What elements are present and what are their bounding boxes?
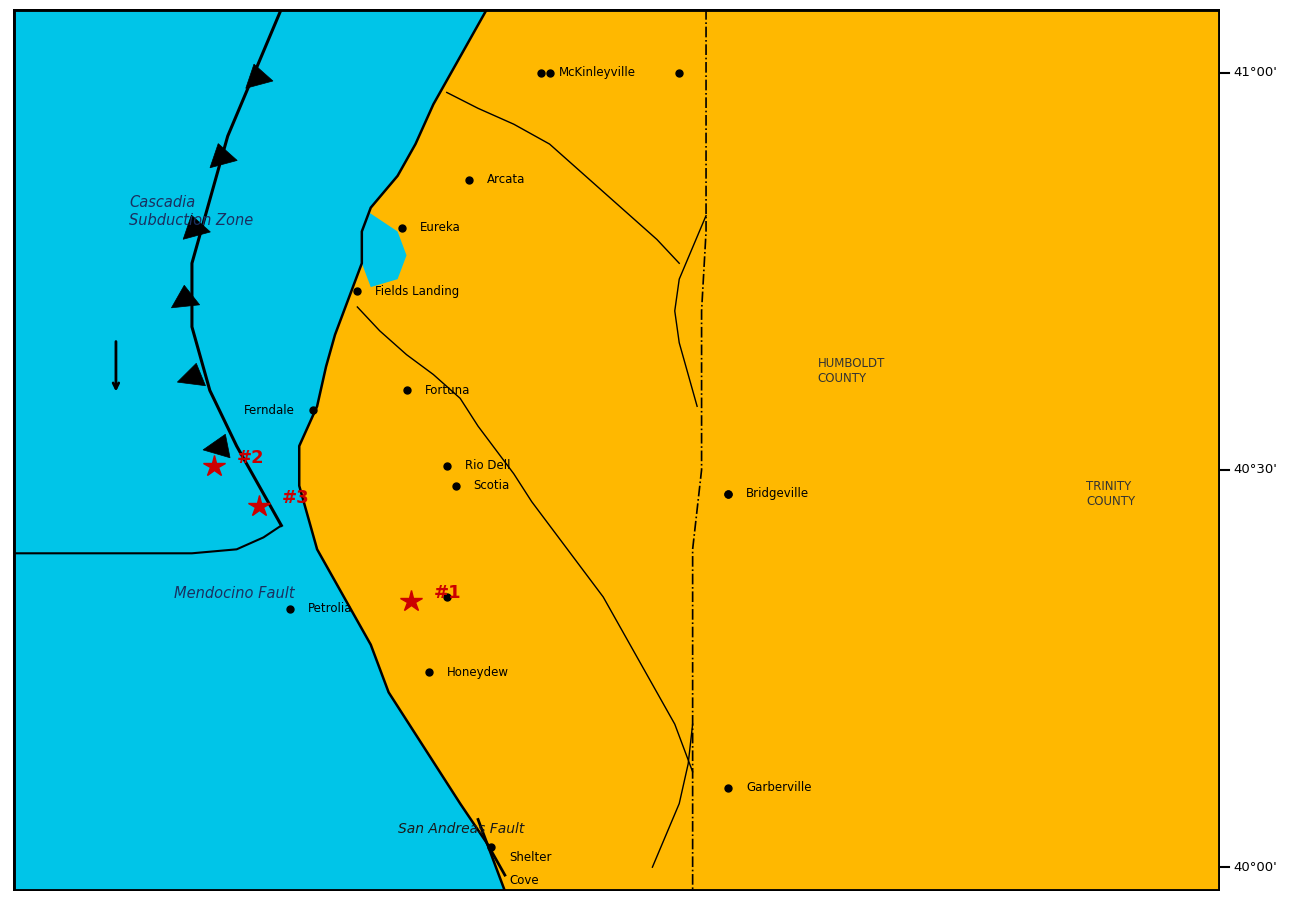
Polygon shape — [210, 144, 237, 167]
Text: Rio Dell: Rio Dell — [464, 459, 510, 472]
Text: Bridgeville: Bridgeville — [747, 487, 810, 500]
Polygon shape — [203, 435, 230, 458]
Text: 40°30': 40°30' — [1233, 464, 1278, 476]
Text: 40°00': 40°00' — [1233, 860, 1278, 874]
Polygon shape — [177, 364, 206, 386]
Text: TRINITY
COUNTY: TRINITY COUNTY — [1086, 480, 1135, 508]
Text: Mendocino Fault: Mendocino Fault — [174, 586, 295, 600]
Text: Garberville: Garberville — [747, 781, 812, 794]
Text: Fortuna: Fortuna — [424, 384, 470, 397]
Text: Honeydew: Honeydew — [447, 666, 509, 679]
Text: #1: #1 — [433, 584, 461, 602]
Text: HUMBOLDT
COUNTY: HUMBOLDT COUNTY — [817, 356, 886, 384]
Text: Eureka: Eureka — [420, 221, 461, 234]
Text: 41°00': 41°00' — [1233, 66, 1278, 79]
Polygon shape — [362, 208, 407, 287]
Text: Cascadia
Subduction Zone: Cascadia Subduction Zone — [130, 195, 253, 228]
Text: #3: #3 — [281, 489, 310, 507]
Text: #2: #2 — [236, 449, 264, 467]
Polygon shape — [184, 215, 210, 239]
Polygon shape — [245, 64, 273, 88]
Text: Scotia: Scotia — [474, 480, 510, 492]
Text: San Andreas Fault: San Andreas Fault — [398, 822, 523, 836]
Text: Arcata: Arcata — [487, 174, 525, 186]
Text: McKinleyville: McKinleyville — [559, 66, 635, 79]
Text: Petrolia: Petrolia — [308, 602, 353, 616]
Polygon shape — [299, 9, 1220, 891]
Text: Shelter: Shelter — [509, 851, 552, 864]
Text: Ferndale: Ferndale — [244, 404, 295, 417]
Text: Fields Landing: Fields Landing — [375, 284, 459, 298]
Text: Cove: Cove — [509, 874, 539, 886]
Polygon shape — [172, 285, 199, 308]
